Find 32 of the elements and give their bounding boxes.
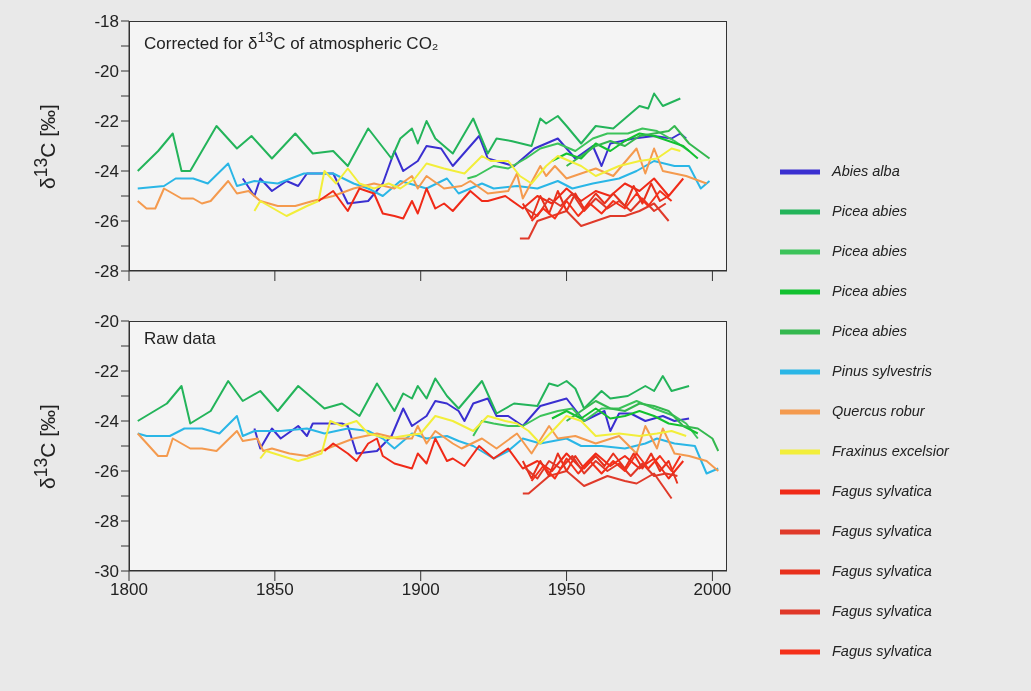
x-tick-label: 1850 xyxy=(255,580,294,600)
y-tick-label: -28 xyxy=(94,512,119,532)
y-tick-label: -24 xyxy=(94,412,119,432)
y-tick-label: -26 xyxy=(94,212,119,232)
legend-label: Fraxinus excelsior xyxy=(832,442,949,459)
legend-label: Pinus sylvestris xyxy=(832,362,932,379)
y-tick-label: -22 xyxy=(94,112,119,132)
text: Raw data xyxy=(144,329,216,349)
y-tick-label: -28 xyxy=(94,262,119,282)
legend-label: Fagus sylvatica xyxy=(832,602,932,619)
y-tick-label: -20 xyxy=(94,312,119,332)
legend-label: Quercus robur xyxy=(832,402,925,419)
legend-label: Picea abies xyxy=(832,242,907,259)
legend-label: Fagus sylvatica xyxy=(832,562,932,579)
legend-label: Fagus sylvatica xyxy=(832,522,932,539)
x-tick-label: 1800 xyxy=(110,580,148,600)
y-tick-label: -30 xyxy=(94,562,119,582)
y-tick-label: -18 xyxy=(94,12,119,32)
x-tick-label: 1950 xyxy=(547,580,586,600)
legend-label: Fagus sylvatica xyxy=(832,482,932,499)
text: Corrected for δ$^{13}$C of atmospheric CO₂ xyxy=(144,29,439,54)
y-tick-label: -22 xyxy=(94,362,119,382)
legend-label: Abies alba xyxy=(832,162,900,179)
legend-label: Picea abies xyxy=(832,202,907,219)
y-tick-label: -20 xyxy=(94,62,119,82)
x-tick-label: 2000 xyxy=(693,580,732,600)
y-tick-label: -26 xyxy=(94,462,119,482)
legend-label: Fagus sylvatica xyxy=(832,642,932,659)
legend-label: Picea abies xyxy=(832,322,907,339)
legend-label: Picea abies xyxy=(832,282,907,299)
y-tick-label: -24 xyxy=(94,162,119,182)
x-tick-label: 1900 xyxy=(401,580,440,600)
